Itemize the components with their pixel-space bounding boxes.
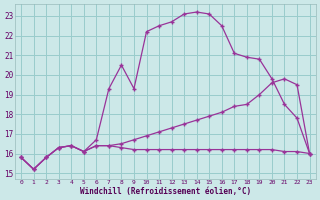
X-axis label: Windchill (Refroidissement éolien,°C): Windchill (Refroidissement éolien,°C): [80, 187, 251, 196]
